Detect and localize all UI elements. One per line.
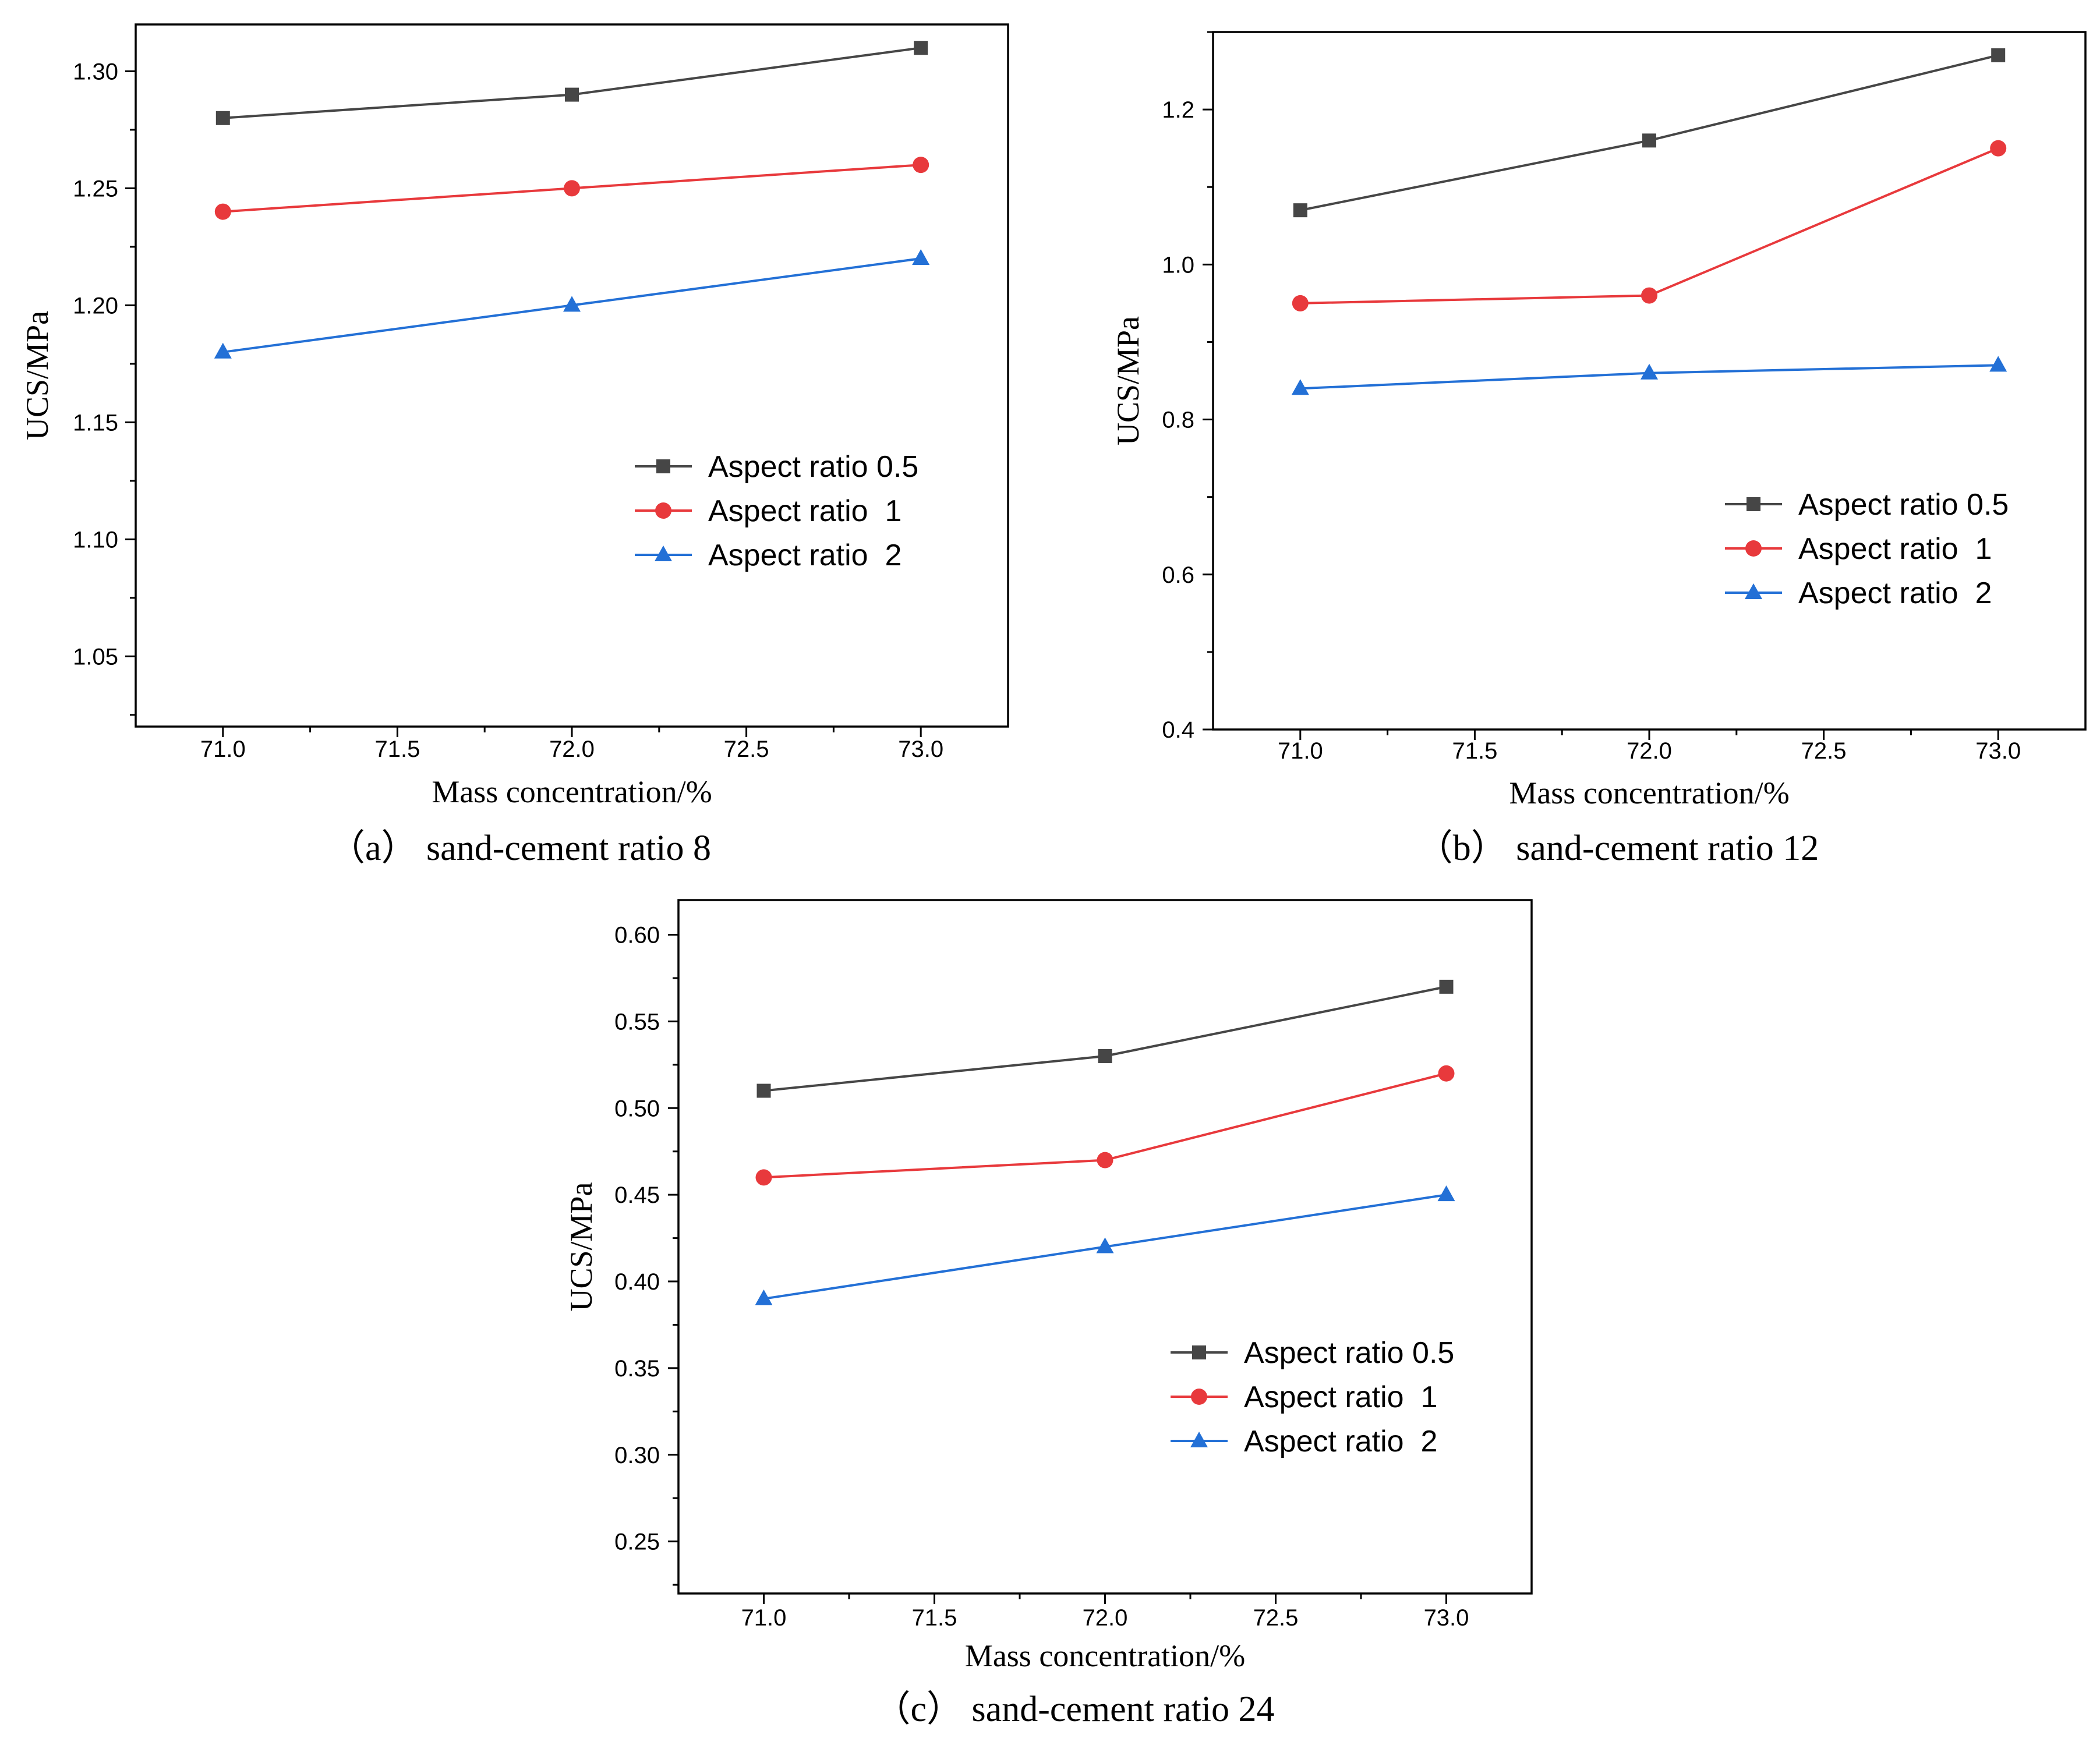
x-tick-label: 72.0 [549, 736, 595, 762]
legend-label-3: Aspect ratio 2 [708, 539, 901, 572]
y-tick-label: 1.15 [73, 410, 118, 435]
data-point-s3-1 [214, 342, 232, 359]
data-point-s1-1 [215, 111, 230, 125]
y-tick-label: 0.55 [614, 1009, 660, 1035]
y-tick-label: 1.0 [1162, 252, 1194, 278]
y-tick-label: 0.60 [614, 923, 660, 948]
panel-caption: （b） sand-cement ratio 12 [1417, 828, 1819, 868]
y-tick-label: 0.35 [614, 1356, 660, 1382]
series-line-1 [222, 47, 921, 119]
x-tick-label: 73.0 [1975, 738, 2021, 764]
legend-marker-2 [1745, 540, 1762, 557]
data-point-s3-2 [1096, 1237, 1114, 1253]
data-point-s2-1 [755, 1169, 772, 1186]
series-line-2 [1300, 147, 1999, 304]
legend-marker-2 [655, 502, 671, 519]
x-tick-label: 71.0 [741, 1605, 787, 1631]
y-tick-label: 1.20 [73, 293, 118, 318]
y-tick-label: 1.2 [1162, 97, 1194, 123]
data-point-s1-3 [1439, 979, 1454, 994]
x-tick-label: 71.5 [1452, 738, 1497, 764]
data-point-s3-3 [1989, 356, 2007, 372]
plot-frame [135, 23, 1009, 728]
x-tick-label: 72.5 [724, 736, 769, 762]
chart-panel-3: 71.0 71.5 72.0 72.5 73.0 0.25 0.30 0.35 0.40 0.45… [564, 899, 1533, 1729]
y-axis-title: UCS/MPa [564, 1182, 599, 1311]
x-tick-label: 73.0 [1424, 1605, 1469, 1631]
panel-caption: （c） sand-cement ratio 24 [875, 1690, 1275, 1729]
data-point-s3-3 [1437, 1185, 1455, 1202]
y-tick-label: 0.4 [1162, 717, 1194, 743]
x-tick-label: 71.5 [374, 736, 420, 762]
y-tick-label: 0.25 [614, 1529, 660, 1555]
x-tick-label: 71.5 [912, 1605, 957, 1631]
legend-label-1: Aspect ratio 0.5 [708, 450, 918, 484]
data-point-s1-3 [1991, 48, 2006, 62]
x-tick-label: 72.5 [1801, 738, 1847, 764]
legend-label-1: Aspect ratio 0.5 [1244, 1336, 1454, 1370]
chart-panel-2: 71.0 71.5 72.0 72.5 73.0 0.4 0.6 0.8 1.0 1.2 Mass … [1111, 31, 2087, 868]
data-point-s1-1 [1293, 203, 1307, 218]
panel-caption: （a） sand-cement ratio 8 [329, 828, 711, 868]
series-line-1 [763, 985, 1447, 1092]
data-point-s2-2 [564, 180, 580, 197]
y-axis-title: UCS/MPa [20, 311, 55, 440]
legend-label-2: Aspect ratio 1 [1798, 532, 1992, 566]
x-tick-label: 72.0 [1627, 738, 1672, 764]
x-tick-label: 71.0 [200, 736, 246, 762]
y-tick-label: 0.6 [1162, 562, 1194, 588]
x-axis-title: Mass concentration/% [1509, 775, 1789, 810]
legend-label-3: Aspect ratio 2 [1798, 576, 1992, 610]
data-point-s3-3 [912, 249, 930, 265]
data-point-s2-3 [913, 157, 929, 173]
legend-label-2: Aspect ratio 1 [708, 494, 901, 528]
x-tick-label: 71.0 [1278, 738, 1323, 764]
legend-label-3: Aspect ratio 2 [1244, 1425, 1437, 1458]
data-point-s1-1 [756, 1083, 771, 1098]
y-tick-label: 0.50 [614, 1096, 660, 1121]
x-axis-title: Mass concentration/% [432, 774, 712, 809]
legend-label-1: Aspect ratio 0.5 [1798, 488, 2009, 522]
y-tick-label: 0.30 [614, 1443, 660, 1468]
data-point-s3-2 [1641, 363, 1658, 380]
legend-marker-1 [656, 459, 670, 473]
data-point-s2-3 [1438, 1065, 1455, 1082]
data-point-s1-2 [1642, 133, 1656, 148]
x-tick-label: 73.0 [898, 736, 943, 762]
x-axis-title: Mass concentration/% [965, 1638, 1245, 1673]
data-point-s2-3 [1990, 140, 2007, 157]
legend-marker-3 [655, 546, 672, 561]
legend-marker-1 [1192, 1345, 1206, 1359]
y-axis-title: UCS/MPa [1111, 316, 1146, 445]
y-tick-label: 0.8 [1162, 408, 1194, 433]
data-point-s1-2 [1098, 1049, 1112, 1063]
y-tick-label: 1.25 [73, 176, 118, 201]
data-point-s2-1 [1292, 295, 1309, 311]
x-tick-label: 72.5 [1253, 1605, 1299, 1631]
chart-panel-1: 71.0 71.5 72.0 72.5 73.0 1.05 1.10 1.15 1.20 1.25… [20, 23, 1009, 868]
legend-marker-3 [1745, 583, 1762, 599]
data-point-s2-2 [1641, 287, 1657, 304]
y-tick-label: 1.05 [73, 644, 118, 670]
data-point-s1-3 [914, 41, 928, 55]
data-point-s3-1 [755, 1289, 773, 1305]
series-line-1 [1300, 54, 1999, 212]
data-point-s3-1 [1291, 379, 1309, 395]
legend-marker-2 [1191, 1389, 1207, 1405]
legend-marker-3 [1190, 1432, 1208, 1447]
y-tick-label: 0.40 [614, 1269, 660, 1295]
data-point-s2-1 [214, 203, 231, 220]
y-tick-label: 0.45 [614, 1182, 660, 1208]
legend-marker-1 [1747, 497, 1760, 511]
legend-label-2: Aspect ratio 1 [1244, 1380, 1437, 1414]
y-tick-label: 1.10 [73, 527, 118, 553]
data-point-s3-2 [563, 296, 581, 312]
data-point-s2-2 [1097, 1152, 1113, 1168]
y-tick-label: 1.30 [73, 59, 118, 84]
data-point-s1-2 [565, 87, 579, 102]
x-tick-label: 72.0 [1083, 1605, 1128, 1631]
